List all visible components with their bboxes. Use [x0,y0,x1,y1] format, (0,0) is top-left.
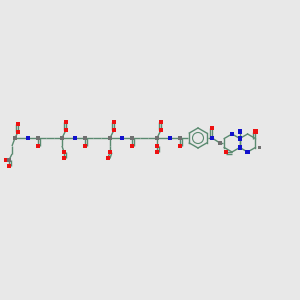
Bar [218,141,222,145]
Bar [36,144,40,148]
Bar [4,158,8,162]
Bar [238,129,242,134]
Bar [224,150,228,154]
Bar [178,144,182,148]
Bar [60,136,64,140]
Bar [159,128,163,132]
Bar [7,158,11,162]
Bar [120,136,124,140]
Bar [64,120,68,124]
Bar [16,130,20,134]
Bar [210,126,214,130]
Bar [62,156,66,160]
Bar [73,136,77,140]
Bar [13,136,17,140]
Bar [168,136,172,140]
Bar [7,164,11,168]
Bar [26,136,30,140]
Bar [253,129,258,134]
Bar [238,136,242,141]
Bar [106,156,110,160]
Bar [108,150,112,154]
Bar [245,150,250,154]
Bar [258,146,261,149]
Bar [230,132,234,136]
Bar [64,128,68,132]
Bar [83,136,87,140]
Bar [238,145,242,150]
Bar [130,136,134,140]
Bar [62,150,66,154]
Bar [36,136,40,140]
Bar [178,136,182,140]
Bar [16,122,20,126]
Bar [112,120,116,124]
Bar [83,144,87,148]
Bar [155,150,159,154]
Bar [159,120,163,124]
Bar [155,136,159,140]
Bar [155,144,159,148]
Bar [108,136,112,140]
Bar [210,136,214,140]
Bar [130,144,134,148]
Bar [112,128,116,132]
